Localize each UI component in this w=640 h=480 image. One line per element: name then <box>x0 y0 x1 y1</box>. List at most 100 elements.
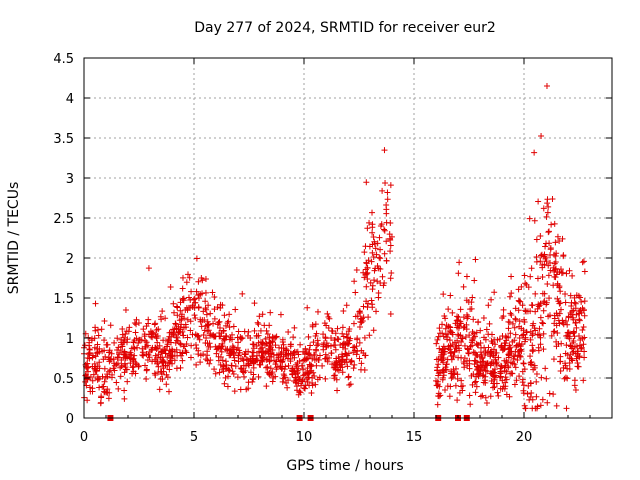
data-point <box>377 279 384 286</box>
data-point <box>245 348 252 355</box>
data-point <box>188 342 195 349</box>
data-point <box>527 336 534 343</box>
data-point <box>556 300 563 307</box>
data-point <box>287 350 294 357</box>
data-point <box>491 336 498 343</box>
data-point <box>470 330 477 337</box>
data-point <box>252 358 259 365</box>
data-point <box>507 330 514 337</box>
data-point <box>571 382 578 389</box>
data-point <box>204 348 211 355</box>
data-point <box>383 210 390 217</box>
data-point <box>235 328 242 335</box>
data-point <box>266 372 273 379</box>
data-point <box>519 376 526 383</box>
data-point <box>133 316 140 323</box>
data-point <box>508 312 515 319</box>
data-point <box>213 346 220 353</box>
data-point <box>543 299 550 306</box>
data-point <box>465 349 472 356</box>
data-point <box>339 324 346 331</box>
data-point <box>190 296 197 303</box>
data-point <box>121 369 128 376</box>
data-point <box>473 329 480 336</box>
data-point <box>437 392 444 399</box>
data-point <box>101 378 108 385</box>
data-point <box>537 258 544 265</box>
data-point <box>340 333 347 340</box>
data-point <box>481 365 488 372</box>
data-point <box>203 311 210 318</box>
data-point <box>527 353 534 360</box>
data-point <box>280 341 287 348</box>
data-point <box>300 372 307 379</box>
data-point <box>435 361 442 368</box>
data-point <box>139 352 146 359</box>
data-point <box>350 344 356 351</box>
data-point <box>94 326 101 333</box>
data-point <box>230 323 237 330</box>
data-point <box>482 348 489 355</box>
x-tick-label: 20 <box>516 430 533 445</box>
data-point <box>467 401 474 408</box>
data-point <box>363 179 370 186</box>
data-points <box>81 83 588 412</box>
data-point <box>433 377 440 384</box>
data-point <box>562 374 569 381</box>
data-point <box>384 189 391 196</box>
data-point <box>487 393 494 400</box>
data-point <box>132 370 139 377</box>
data-point <box>538 132 545 139</box>
data-point <box>334 325 341 332</box>
data-point <box>324 354 331 361</box>
data-point <box>463 273 470 280</box>
data-point <box>194 332 201 339</box>
data-point <box>551 320 558 327</box>
data-point <box>488 296 495 303</box>
data-point <box>254 319 261 326</box>
data-point <box>110 365 117 372</box>
data-point <box>96 375 103 382</box>
data-point <box>448 375 455 382</box>
data-point <box>372 265 379 272</box>
data-point <box>482 394 489 401</box>
data-point <box>446 393 453 400</box>
data-point <box>191 312 198 319</box>
data-point <box>166 388 173 395</box>
data-point <box>551 220 558 227</box>
data-point <box>502 374 509 381</box>
data-point <box>180 332 187 339</box>
data-point <box>539 264 546 271</box>
data-point <box>351 278 358 285</box>
data-point <box>228 362 235 369</box>
data-point <box>176 340 183 347</box>
data-point <box>149 334 156 341</box>
data-point <box>387 220 394 227</box>
data-point <box>130 339 137 346</box>
data-point <box>547 251 554 258</box>
data-point <box>229 368 236 375</box>
data-point <box>500 313 507 320</box>
data-point <box>460 283 467 290</box>
data-point <box>283 347 290 354</box>
data-point <box>369 224 376 231</box>
data-point <box>544 399 551 406</box>
data-point <box>447 292 454 299</box>
data-point <box>245 328 252 335</box>
data-point <box>372 245 379 252</box>
data-point <box>487 370 494 377</box>
data-point <box>561 375 568 382</box>
data-point <box>544 200 551 207</box>
data-point <box>362 271 369 278</box>
data-point <box>131 345 138 352</box>
data-point <box>387 182 394 189</box>
data-point <box>287 358 294 365</box>
data-point <box>539 396 546 403</box>
data-point <box>300 357 307 364</box>
data-point <box>267 309 274 316</box>
data-point <box>314 308 321 315</box>
data-point <box>462 334 469 341</box>
data-point <box>130 363 137 370</box>
data-point <box>202 298 209 305</box>
data-point <box>145 320 152 327</box>
